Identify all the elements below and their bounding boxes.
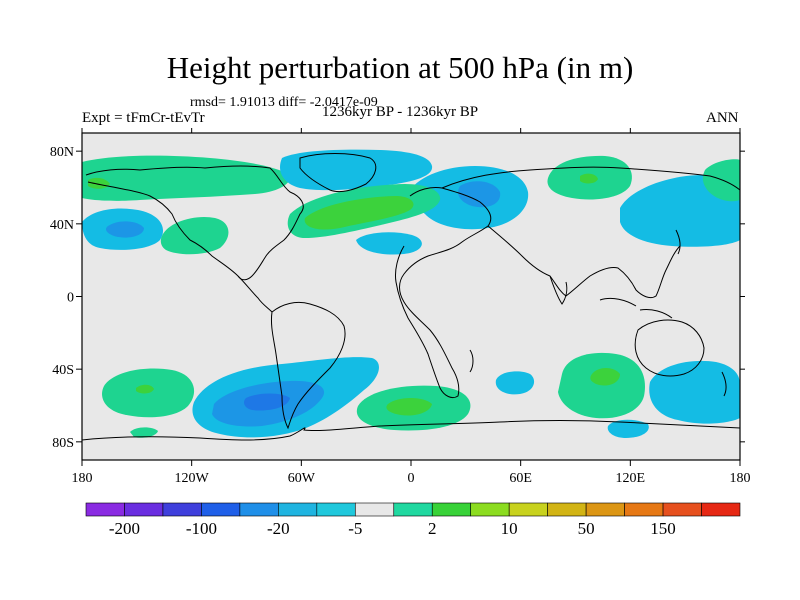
colorbar-swatch <box>162 502 202 517</box>
coastline-india <box>549 275 568 305</box>
contour-fill-blue <box>458 181 501 208</box>
coastline-antarctica <box>82 420 740 441</box>
map-plot-area <box>82 133 740 460</box>
colorbar-swatch <box>701 502 741 517</box>
contour-fill-green <box>558 352 645 419</box>
colorbar-swatch <box>124 502 164 517</box>
y-axis: 80N 40N 0 40S 80S <box>50 145 745 451</box>
x-tick-label: 180 <box>72 471 93 486</box>
colorbar-swatch <box>354 502 395 517</box>
colorbar-swatch <box>547 502 587 517</box>
colorbar-label: -100 <box>186 519 217 538</box>
coastline-greenland <box>299 153 377 193</box>
colorbar-swatch <box>624 502 664 517</box>
coastline-indonesia <box>599 297 673 319</box>
coastline-new-zealand <box>721 371 727 397</box>
colorbar-label: -5 <box>348 519 362 538</box>
contour-fill-cyan <box>607 419 649 438</box>
contour-fill-blue-deep <box>244 393 290 411</box>
contour-fill-green <box>160 216 229 255</box>
colorbar-swatch <box>316 502 356 517</box>
contour-fill-cyan <box>620 175 740 247</box>
coastline-north-america <box>85 165 304 281</box>
y-tick-label: 0 <box>67 291 74 306</box>
experiment-label: Expt = tFmCr-tEvTr <box>82 110 205 126</box>
contour-fill-cyan <box>495 371 535 395</box>
coastline-asia-south <box>487 225 681 299</box>
x-tick-label: 120E <box>616 471 646 486</box>
period-label: 1236kyr BP - 1236kyr BP <box>322 104 479 120</box>
y-tick-label: 80N <box>50 145 74 160</box>
y-tick-label: 80S <box>52 436 74 451</box>
colorbar-swatch <box>662 502 702 517</box>
contour-fill-cyan <box>356 232 422 255</box>
contour-fill-green-deep <box>136 384 154 394</box>
coastline-south-america <box>271 301 346 430</box>
x-axis: 180 120W 60W 0 60E 120E 180 <box>72 128 751 486</box>
contour-fill-green <box>702 159 740 202</box>
colorbar-swatch <box>431 502 472 517</box>
coastlines <box>82 153 740 441</box>
season-label: ANN <box>706 110 739 126</box>
colorbar-label: 10 <box>501 519 518 538</box>
colorbar-label: -20 <box>267 519 290 538</box>
map-title: Height perturbation at 500 hPa (in m) <box>166 50 634 85</box>
contour-fill-green-deep <box>304 196 414 230</box>
contour-fill-green-deep <box>386 398 432 416</box>
rmsd-diff-stats: rmsd= 1.91013 diff= -2.0417e-09 <box>190 95 378 110</box>
contour-fill-green-deep <box>590 368 620 386</box>
coastline-australia <box>634 319 705 377</box>
colorbar-label: 2 <box>428 519 437 538</box>
colorbar-swatch <box>585 502 625 517</box>
x-tick-label: 60W <box>288 471 316 486</box>
colorbar-swatch <box>201 502 241 517</box>
coastline-europe-africa <box>395 187 492 399</box>
contour-fills <box>82 149 740 438</box>
contour-fill-green-deep <box>88 177 110 189</box>
x-tick-label: 0 <box>408 471 415 486</box>
colorbar-label: 150 <box>650 519 676 538</box>
contour-fill-blue <box>106 221 144 238</box>
y-tick-label: 40S <box>52 363 74 378</box>
colorbar-label: -200 <box>109 519 140 538</box>
x-tick-label: 60E <box>509 471 532 486</box>
colorbar-swatch <box>278 502 318 517</box>
colorbar-label: 50 <box>578 519 595 538</box>
coastline-madagascar <box>469 349 474 373</box>
contour-fill-green <box>130 427 158 438</box>
contour-fill-cyan <box>649 360 740 424</box>
x-tick-label: 120W <box>175 471 210 486</box>
colorbar-swatch <box>508 502 548 517</box>
colorbar-swatch <box>239 502 279 517</box>
contour-fill-green-deep <box>580 173 598 184</box>
coastline-central-america <box>237 275 273 313</box>
coastline-japan <box>675 229 681 255</box>
colorbar-swatch <box>393 502 433 517</box>
colorbar-swatch <box>470 502 510 517</box>
colorbar: -200 -100 -20 -5 2 10 50 150 <box>85 502 741 538</box>
colorbar-swatch <box>85 502 125 517</box>
contour-fill-cyan <box>280 149 433 191</box>
y-tick-label: 40N <box>50 218 74 233</box>
x-tick-label: 180 <box>730 471 751 486</box>
contour-fill-green <box>82 155 291 201</box>
coastline-eurasia <box>441 166 740 191</box>
